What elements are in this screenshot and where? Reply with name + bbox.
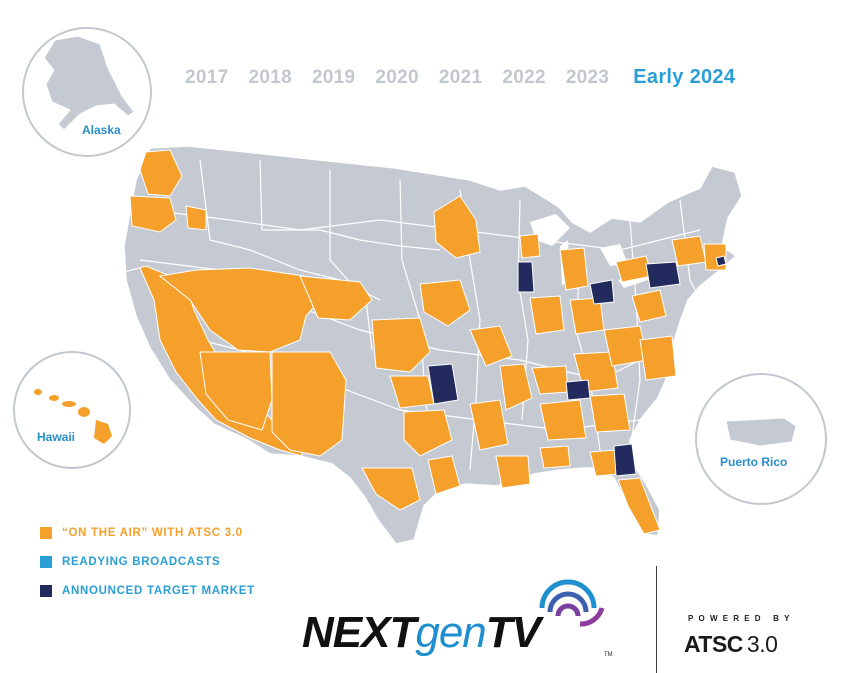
year-early-2024[interactable]: Early 2024 — [633, 66, 736, 88]
market-milwaukee — [517, 261, 535, 293]
market-jacksonville-target — [613, 443, 637, 477]
market-carolinas — [589, 393, 631, 433]
logo-next: NEXT — [302, 608, 416, 657]
market-florida — [617, 477, 661, 535]
legend-label-target: ANNOUNCED TARGET MARKET — [62, 584, 255, 597]
market-raleigh — [639, 335, 677, 381]
market-seattle — [139, 149, 183, 197]
logo-divider — [656, 566, 657, 673]
market-new-orleans — [495, 455, 531, 489]
market-chattanooga — [565, 379, 591, 401]
market-baltimore — [631, 289, 667, 323]
legend-item-on-air: “ON THE AIR” WITH ATSC 3.0 — [40, 518, 255, 547]
puerto-rico-shape — [725, 417, 797, 447]
year-2022[interactable]: 2022 — [502, 67, 546, 88]
on-air-markets[interactable] — [123, 149, 727, 535]
market-omaha — [419, 279, 471, 327]
market-shreveport — [469, 399, 509, 451]
market-phoenix — [199, 351, 273, 431]
market-albany — [671, 235, 707, 267]
puerto-rico-inset[interactable]: Puerto Rico — [695, 373, 827, 505]
market-minneapolis — [433, 195, 481, 259]
hawaii-island-molokai — [62, 401, 76, 407]
legend-swatch-readying — [40, 555, 52, 568]
logo-tv: TV — [485, 608, 541, 657]
legend-label-readying: READYING BROADCASTS — [62, 555, 221, 568]
market-colorado-west — [299, 275, 373, 321]
hawaii-inset[interactable]: Hawaii — [13, 351, 131, 469]
hawaii-island-big — [94, 420, 112, 444]
atsc-logo: ATSC 3.0 — [684, 631, 778, 658]
atsc-version: 3.0 — [746, 631, 778, 657]
atsc-name: ATSC — [684, 631, 743, 657]
market-providence — [715, 255, 727, 267]
nextgen-signal-icon — [539, 579, 605, 627]
nextgen-tv-logo: NEXTgenTV — [302, 608, 541, 657]
hawaii-label: Hawaii — [37, 430, 75, 444]
alaska-shape — [43, 35, 135, 131]
year-2019[interactable]: 2019 — [311, 67, 356, 88]
market-mobile — [539, 445, 571, 469]
market-albuquerque — [271, 351, 347, 457]
market-san-antonio — [361, 467, 421, 511]
year-2023[interactable]: 2023 — [565, 67, 610, 88]
market-indianapolis — [529, 295, 565, 335]
market-kansas — [371, 317, 431, 373]
market-atlanta — [539, 399, 587, 441]
market-houston — [427, 455, 461, 495]
hawaii-inset-circle — [13, 351, 131, 469]
market-green-bay — [519, 233, 541, 259]
market-boise — [185, 205, 207, 231]
hawaii-island-oahu — [49, 395, 59, 401]
legend: “ON THE AIR” WITH ATSC 3.0 READYING BROA… — [40, 518, 255, 605]
legend-item-target: ANNOUNCED TARGET MARKET — [40, 576, 255, 605]
market-nevada-utah — [158, 267, 321, 353]
market-scranton — [645, 261, 681, 289]
market-portland — [129, 195, 177, 233]
target-markets[interactable] — [427, 255, 727, 477]
puerto-rico-label: Puerto Rico — [720, 455, 787, 469]
legend-item-readying: READYING BROADCASTS — [40, 547, 255, 576]
market-cleveland — [589, 279, 615, 305]
year-2018[interactable]: 2018 — [248, 67, 292, 88]
alaska-inset[interactable]: Alaska — [22, 27, 152, 157]
market-tulsa — [427, 363, 459, 405]
year-2017[interactable]: 2017 — [185, 67, 229, 88]
hawaii-island-maui — [78, 407, 90, 417]
market-michigan — [559, 247, 589, 291]
legend-label-on-air: “ON THE AIR” WITH ATSC 3.0 — [62, 526, 243, 539]
alaska-label: Alaska — [82, 123, 121, 137]
lake-superior — [530, 214, 570, 246]
year-timeline: 2017 2018 2019 2020 2021 2022 2023 Early… — [185, 66, 735, 89]
market-st-louis — [469, 325, 513, 367]
hawaii-island-kauai — [34, 389, 42, 395]
powered-by-label: POWERED BY — [688, 614, 795, 623]
market-dallas — [403, 409, 453, 457]
market-memphis — [499, 363, 533, 411]
legend-swatch-target — [40, 584, 52, 597]
logo-trademark: TM — [604, 652, 613, 658]
year-2021[interactable]: 2021 — [438, 67, 483, 88]
logo-gen: gen — [415, 608, 486, 657]
legend-swatch-on-air — [40, 526, 52, 539]
year-2020[interactable]: 2020 — [375, 67, 419, 88]
